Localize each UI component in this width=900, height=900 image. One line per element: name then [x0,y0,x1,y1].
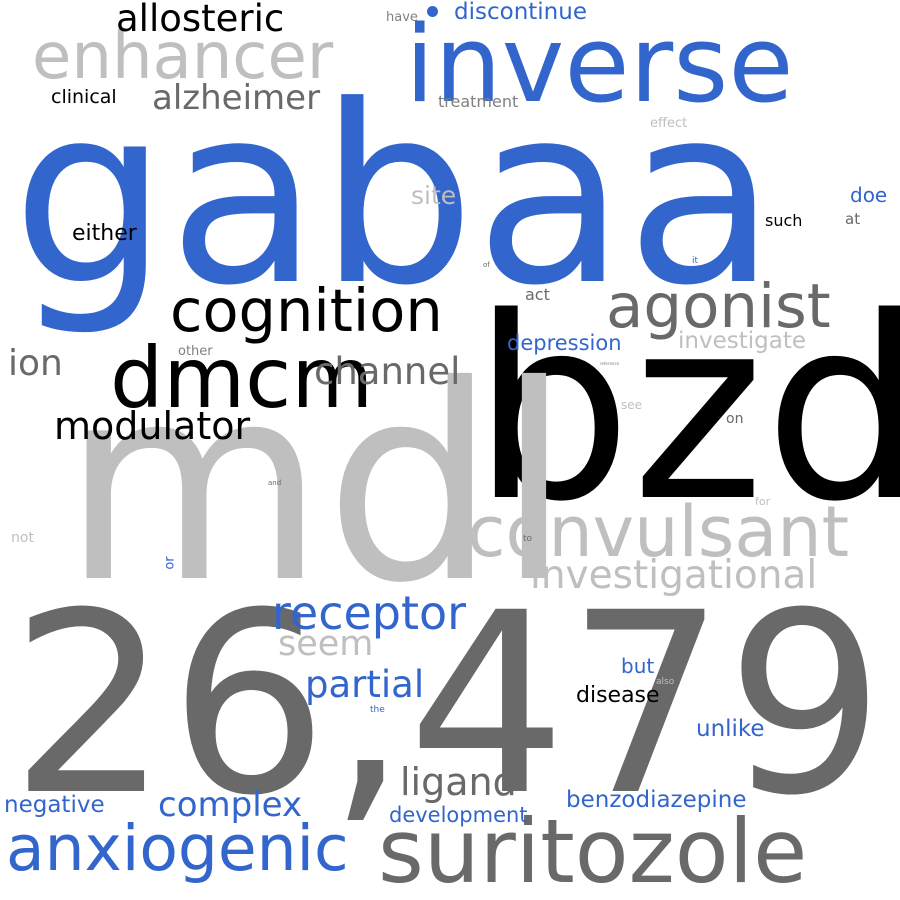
word-clinical: clinical [51,86,117,108]
word-it: it [692,256,699,266]
word-ion: ion [8,343,63,384]
word-of: of [483,261,490,269]
word-disease: disease [576,683,660,708]
word-enhancer: enhancer [32,20,334,94]
word-and: and [268,479,282,487]
word-not: not [11,530,34,546]
word-depression: depression [507,331,622,355]
word-have: have [386,10,418,25]
word-inverse: inverse [405,3,794,126]
word-reference: reference [600,361,620,366]
word-act: act [525,285,550,304]
word-doe: doe [850,183,888,207]
word-but: but [621,654,655,678]
word-other: other [178,344,213,359]
word-gabaa: gabaa [12,54,777,340]
word-mdl: mdl [62,327,572,642]
word-negative: negative [4,792,105,818]
word-or: or [162,556,178,570]
word-investigational: investigational [530,553,818,598]
word-alzheimer: alzheimer [152,78,321,118]
word-modulator: modulator [54,404,251,448]
word-also: also [656,677,675,687]
word-agonist: agonist [606,271,831,342]
word-effect: effect [650,116,688,131]
word-allosteric: allosteric [116,0,285,40]
word-on: on [726,411,744,427]
word-at: at [845,210,861,228]
word-convulsant: convulsant [467,491,850,573]
word-dmcm: dmcm [110,329,374,427]
word-ligand: ligand [400,760,517,804]
word-site: site [411,181,457,210]
word-seem: seem [278,624,374,664]
word-receptor: receptor [272,586,467,640]
word-complex: complex [158,785,303,825]
word-see: see [621,398,643,412]
word-partial: partial [305,663,425,706]
word-bzd: bzd [472,264,900,557]
word-cognition: cognition [170,276,443,345]
word-the: the [370,705,385,715]
word-anxiogenic: anxiogenic [6,812,349,885]
word-unlike: unlike [696,716,765,742]
word-investigate: investigate [678,328,806,354]
word-discontinue: discontinue [454,0,587,25]
word-treatment: treatment [438,92,519,111]
bullet-dot [427,6,438,17]
word-to: to [523,534,533,544]
word-channel: channel [314,350,461,393]
word-for: for [755,495,771,508]
word-26479: 26,479 [10,559,885,850]
word-such: such [765,211,803,230]
word-benzodiazepine: benzodiazepine [566,787,747,813]
word-suritozole: suritozole [378,800,808,900]
word-either: either [72,221,137,246]
word-development: development [389,803,528,827]
